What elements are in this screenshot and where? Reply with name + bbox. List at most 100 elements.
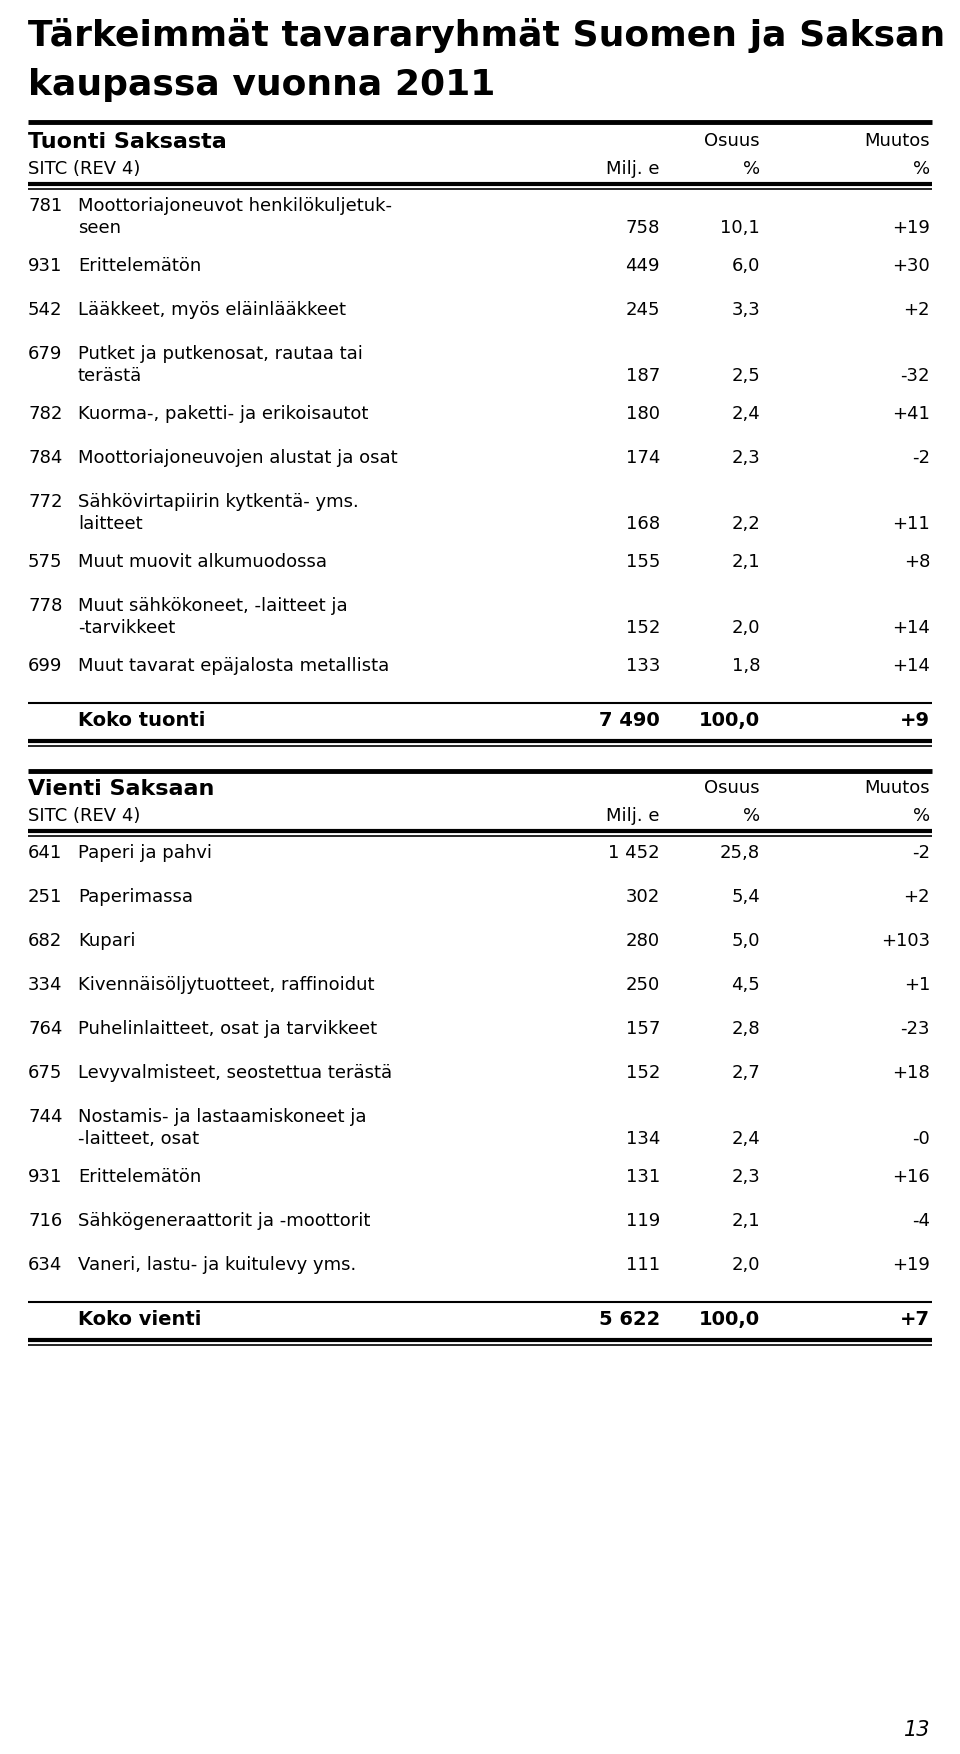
Text: +103: +103	[881, 931, 930, 951]
Text: seen: seen	[78, 219, 121, 237]
Text: 2,1: 2,1	[732, 1212, 760, 1230]
Text: Kuorma-, paketti- ja erikoisautot: Kuorma-, paketti- ja erikoisautot	[78, 405, 369, 423]
Text: %: %	[743, 160, 760, 177]
Text: 7 490: 7 490	[599, 710, 660, 730]
Text: 245: 245	[626, 302, 660, 319]
Text: 13: 13	[903, 1721, 930, 1740]
Text: Muut tavarat epäjalosta metallista: Muut tavarat epäjalosta metallista	[78, 658, 389, 675]
Text: Levyvalmisteet, seostettua terästä: Levyvalmisteet, seostettua terästä	[78, 1065, 392, 1082]
Text: 772: 772	[28, 493, 62, 510]
Text: 2,4: 2,4	[732, 1130, 760, 1149]
Text: -laitteet, osat: -laitteet, osat	[78, 1130, 199, 1149]
Text: 744: 744	[28, 1109, 62, 1126]
Text: 764: 764	[28, 1021, 62, 1038]
Text: Paperimassa: Paperimassa	[78, 888, 193, 907]
Text: 2,1: 2,1	[732, 553, 760, 572]
Text: 679: 679	[28, 346, 62, 363]
Text: Tärkeimmät tavararyhmät Suomen ja Saksan: Tärkeimmät tavararyhmät Suomen ja Saksan	[28, 18, 946, 53]
Text: Lääkkeet, myös eläinlääkkeet: Lääkkeet, myös eläinlääkkeet	[78, 302, 346, 319]
Text: terästä: terästä	[78, 367, 142, 384]
Text: 1,8: 1,8	[732, 658, 760, 675]
Text: Kivennäisöljytuotteet, raffinoidut: Kivennäisöljytuotteet, raffinoidut	[78, 975, 374, 995]
Text: 542: 542	[28, 302, 62, 319]
Text: 133: 133	[626, 658, 660, 675]
Text: 168: 168	[626, 516, 660, 533]
Text: 931: 931	[28, 1168, 62, 1186]
Text: Puhelinlaitteet, osat ja tarvikkeet: Puhelinlaitteet, osat ja tarvikkeet	[78, 1021, 377, 1038]
Text: 2,3: 2,3	[732, 1168, 760, 1186]
Text: Milj. e: Milj. e	[607, 160, 660, 177]
Text: Milj. e: Milj. e	[607, 807, 660, 824]
Text: 302: 302	[626, 888, 660, 907]
Text: 152: 152	[626, 1065, 660, 1082]
Text: -23: -23	[900, 1021, 930, 1038]
Text: -2: -2	[912, 449, 930, 467]
Text: %: %	[743, 807, 760, 824]
Text: 3,3: 3,3	[732, 302, 760, 319]
Text: 251: 251	[28, 888, 62, 907]
Text: Muut muovit alkumuodossa: Muut muovit alkumuodossa	[78, 553, 327, 572]
Text: 131: 131	[626, 1168, 660, 1186]
Text: 174: 174	[626, 449, 660, 467]
Text: 2,0: 2,0	[732, 619, 760, 637]
Text: 784: 784	[28, 449, 62, 467]
Text: 100,0: 100,0	[699, 710, 760, 730]
Text: %: %	[913, 807, 930, 824]
Text: +11: +11	[892, 516, 930, 533]
Text: 152: 152	[626, 619, 660, 637]
Text: +14: +14	[892, 619, 930, 637]
Text: +14: +14	[892, 658, 930, 675]
Text: -4: -4	[912, 1212, 930, 1230]
Text: 931: 931	[28, 258, 62, 275]
Text: 5,0: 5,0	[732, 931, 760, 951]
Text: Sähkövirtapiirin kytkentä- yms.: Sähkövirtapiirin kytkentä- yms.	[78, 493, 359, 510]
Text: 778: 778	[28, 596, 62, 616]
Text: +9: +9	[900, 710, 930, 730]
Text: kaupassa vuonna 2011: kaupassa vuonna 2011	[28, 68, 495, 102]
Text: 2,2: 2,2	[732, 516, 760, 533]
Text: +1: +1	[903, 975, 930, 995]
Text: 2,3: 2,3	[732, 449, 760, 467]
Text: 334: 334	[28, 975, 62, 995]
Text: +19: +19	[892, 1256, 930, 1273]
Text: 111: 111	[626, 1256, 660, 1273]
Text: Muutos: Muutos	[864, 132, 930, 151]
Text: 682: 682	[28, 931, 62, 951]
Text: 634: 634	[28, 1256, 62, 1273]
Text: +30: +30	[892, 258, 930, 275]
Text: 2,7: 2,7	[732, 1065, 760, 1082]
Text: SITC (REV 4): SITC (REV 4)	[28, 160, 140, 177]
Text: 10,1: 10,1	[720, 219, 760, 237]
Text: Muut sähkökoneet, -laitteet ja: Muut sähkökoneet, -laitteet ja	[78, 596, 348, 616]
Text: Koko tuonti: Koko tuonti	[78, 710, 205, 730]
Text: 699: 699	[28, 658, 62, 675]
Text: 280: 280	[626, 931, 660, 951]
Text: 2,5: 2,5	[732, 367, 760, 384]
Text: laitteet: laitteet	[78, 516, 143, 533]
Text: 5,4: 5,4	[732, 888, 760, 907]
Text: Muutos: Muutos	[864, 779, 930, 796]
Text: Koko vienti: Koko vienti	[78, 1310, 202, 1330]
Text: 187: 187	[626, 367, 660, 384]
Text: 134: 134	[626, 1130, 660, 1149]
Text: 100,0: 100,0	[699, 1310, 760, 1330]
Text: +7: +7	[900, 1310, 930, 1330]
Text: %: %	[913, 160, 930, 177]
Text: 6,0: 6,0	[732, 258, 760, 275]
Text: 2,8: 2,8	[732, 1021, 760, 1038]
Text: 157: 157	[626, 1021, 660, 1038]
Text: 2,0: 2,0	[732, 1256, 760, 1273]
Text: -32: -32	[900, 367, 930, 384]
Text: +41: +41	[892, 405, 930, 423]
Text: 5 622: 5 622	[599, 1310, 660, 1330]
Text: Paperi ja pahvi: Paperi ja pahvi	[78, 844, 212, 861]
Text: 675: 675	[28, 1065, 62, 1082]
Text: 2,4: 2,4	[732, 405, 760, 423]
Text: SITC (REV 4): SITC (REV 4)	[28, 807, 140, 824]
Text: Erittelemätön: Erittelemätön	[78, 258, 202, 275]
Text: 716: 716	[28, 1212, 62, 1230]
Text: Putket ja putkenosat, rautaa tai: Putket ja putkenosat, rautaa tai	[78, 346, 363, 363]
Text: -2: -2	[912, 844, 930, 861]
Text: Osuus: Osuus	[705, 779, 760, 796]
Text: 641: 641	[28, 844, 62, 861]
